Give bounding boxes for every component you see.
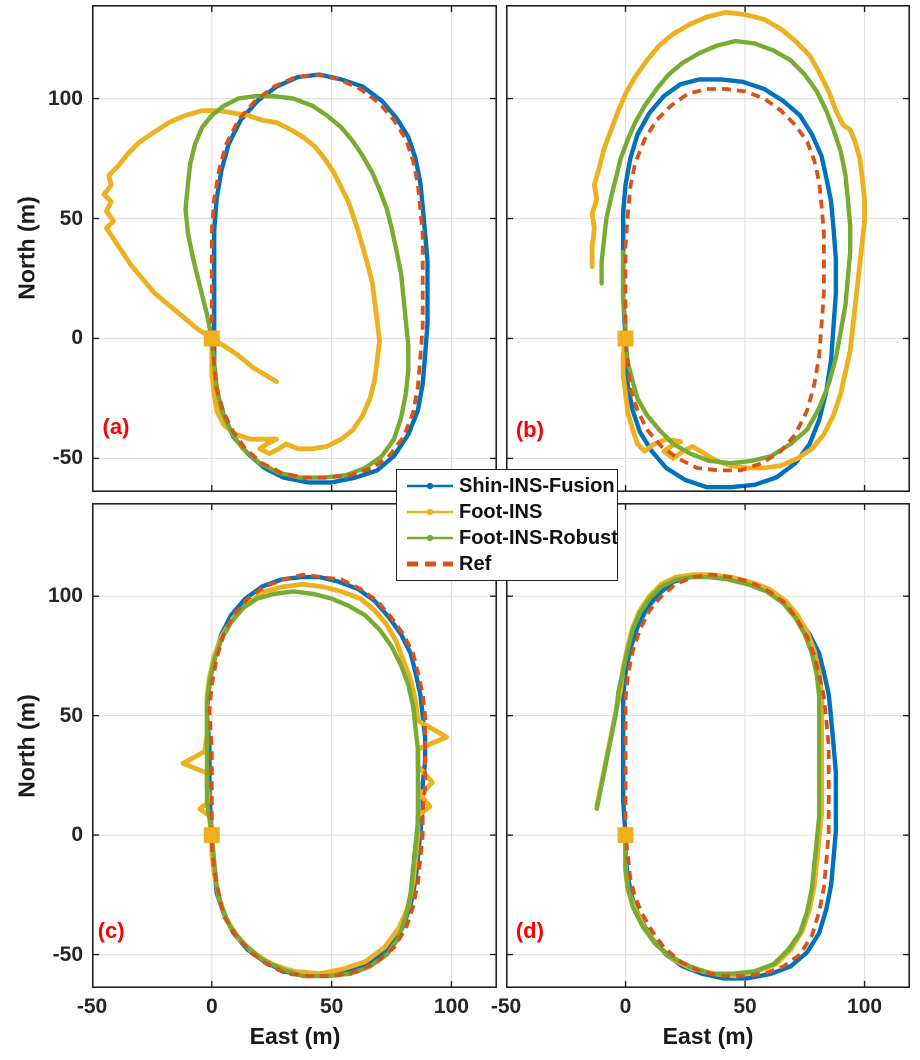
subplot-d-canvas: [506, 503, 910, 988]
x-tick-label: 0: [205, 995, 218, 1018]
x-tick-label: -50: [76, 995, 108, 1018]
legend-line-sample-green: [407, 534, 453, 542]
subplot-a: (a): [92, 5, 497, 492]
y-tick-label: 50: [59, 206, 83, 230]
y-axis-label-top: North (m): [13, 196, 40, 300]
x-tick-label: 50: [733, 995, 757, 1018]
legend-item-shin-ins-fusion: Shin-INS-Fusion: [405, 474, 617, 499]
y-axis-label-bottom: North (m): [13, 694, 40, 798]
legend-label: Shin-INS-Fusion: [459, 474, 615, 497]
x-tick-label: 100: [847, 995, 883, 1018]
y-tick-label: -50: [52, 942, 83, 966]
y-tick-label: -50: [52, 446, 83, 470]
subplot-b: (b): [506, 5, 910, 492]
y-tick-label: 0: [71, 823, 83, 847]
subplot-c-canvas: [92, 503, 497, 988]
legend-line-sample-blue: [407, 482, 453, 490]
x-tick-label: 50: [319, 995, 344, 1018]
x-tick-label: 0: [619, 995, 632, 1018]
y-tick-label: 0: [71, 326, 83, 350]
y-tick-label: 50: [59, 703, 83, 727]
x-tick-label: -50: [490, 995, 522, 1018]
x-tick-label: 100: [433, 995, 469, 1018]
subplot-letter-a: (a): [102, 414, 130, 440]
subplot-letter-c: (c): [97, 917, 125, 943]
subplot-c: (c): [92, 503, 497, 988]
subplot-letter-b: (b): [515, 416, 544, 442]
legend-item-foot-ins-robust: Foot-INS-Robust: [405, 526, 618, 551]
y-tick-label: 100: [47, 584, 83, 608]
legend-label: Ref: [459, 552, 492, 575]
legend-line-sample-yellow: [407, 508, 453, 516]
legend-label: Foot-INS-Robust: [459, 526, 618, 549]
legend-line-sample-ref-dashed: [407, 561, 453, 567]
legend: Shin-INS-Fusion Foot-INS Foot-INS-Robust…: [396, 469, 618, 581]
legend-item-foot-ins: Foot-INS: [405, 500, 617, 525]
y-tick-label: 100: [47, 86, 83, 110]
x-axis-label-left: East (m): [249, 1023, 341, 1049]
subplot-a-canvas: [92, 5, 497, 492]
legend-item-ref: Ref: [405, 552, 617, 577]
legend-label: Foot-INS: [459, 500, 543, 523]
subplot-letter-d: (d): [515, 917, 544, 943]
subplot-b-canvas: [506, 5, 910, 492]
subplot-d: (d): [506, 503, 910, 988]
x-axis-label-right: East (m): [662, 1023, 754, 1049]
